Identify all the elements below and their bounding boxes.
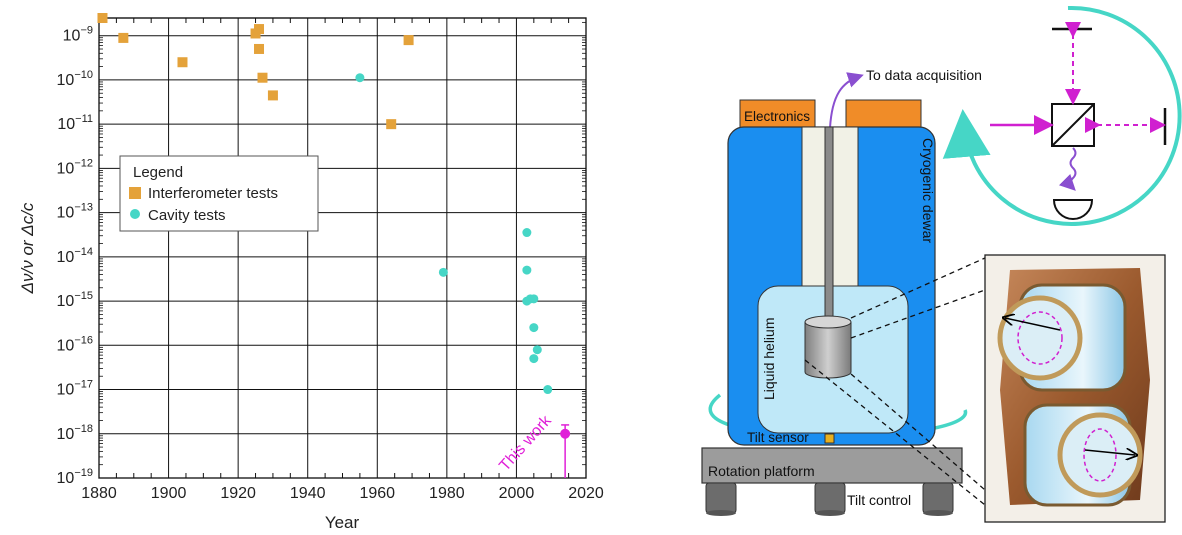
x-tick-label: 1960: [359, 485, 395, 502]
point-interferometer-tests: [118, 32, 129, 43]
point-interferometer-tests: [403, 35, 414, 46]
cavity-cylinder-top: [804, 315, 852, 329]
y-tick-label: 10−15: [57, 290, 93, 310]
point-interferometer-tests: [177, 57, 188, 68]
photodetector: [1052, 199, 1094, 220]
rotation-arrow-upper: [942, 5, 1182, 226]
platform-label: Rotation platform: [708, 463, 815, 479]
point-interferometer-tests: [254, 24, 265, 35]
interferometer-schematic: [990, 22, 1167, 220]
legend-swatch-cavity: [130, 209, 140, 219]
y-tick-label: 10−18: [57, 423, 93, 443]
point-cavity-tests: [532, 345, 542, 355]
support-rod: [824, 126, 834, 323]
legend-title: Legend: [133, 164, 183, 181]
this-work-point: [560, 428, 571, 439]
legend-label-interferometer: Interferometer tests: [148, 185, 278, 202]
legend-swatch-interferometer: [129, 187, 141, 199]
plot-frame: [98, 17, 587, 479]
electronics-box: [739, 99, 816, 131]
data-acquisition-label: To data acquisition: [866, 67, 982, 83]
x-tick-label: 1880: [81, 485, 117, 502]
y-tick-label: 10−10: [57, 69, 93, 89]
x-tick-label: 1900: [151, 485, 187, 502]
electronics-box-right: [845, 99, 922, 131]
tilt-sensor: [824, 433, 835, 444]
y-tick-label: 10−11: [57, 113, 93, 133]
apparatus-diagram: Electronics To data acquisition Cryogeni…: [701, 5, 1182, 523]
y-ticks: 10−9 10−10 10−11 10−12 10−13 10−14 10−15 10−16 1…: [57, 21, 586, 487]
tilt-sensor-label: Tilt sensor: [747, 430, 809, 445]
x-ticks: 1880 1900 1920 1940 1960 1980 2000 2020: [81, 18, 604, 502]
point-cavity-tests: [529, 294, 539, 304]
y-tick-label: 10−14: [57, 246, 93, 266]
this-work-highlight: [560, 424, 571, 478]
point-cavity-tests: [522, 265, 532, 275]
tilt-control-label: Tilt control: [847, 492, 911, 508]
x-tick-label: 1980: [429, 485, 465, 502]
x-tick-label: 2000: [499, 485, 535, 502]
point-cavity-tests: [529, 354, 539, 364]
point-cavity-tests: [355, 73, 365, 83]
y-tick-label: 10−17: [57, 379, 93, 399]
point-cavity-tests: [522, 228, 532, 238]
helium-label: Liquid helium: [761, 318, 777, 401]
point-interferometer-tests: [257, 72, 268, 83]
point-interferometer-tests: [254, 43, 265, 54]
legend: Legend Interferometer tests Cavity tests: [119, 155, 319, 232]
point-interferometer-tests: [97, 13, 108, 23]
cavity-cylinder: [804, 321, 852, 379]
point-interferometer-tests: [267, 90, 278, 101]
x-tick-label: 2020: [568, 485, 604, 502]
rotation-platform: [701, 447, 963, 484]
point-cavity-tests: [438, 267, 448, 277]
y-tick-label: 10−13: [57, 202, 93, 222]
electronics-label: Electronics: [744, 109, 810, 124]
y-tick-label: 10−19: [57, 467, 93, 487]
y-axis-label: Δν/ν or Δc/c: [18, 202, 37, 294]
point-cavity-tests: [529, 323, 539, 333]
data-acquisition-arrow: [829, 72, 864, 129]
series-layer: [97, 13, 553, 395]
platform-feet: [705, 482, 954, 516]
x-axis-label: Year: [325, 513, 360, 532]
y-tick-label: 10−12: [57, 157, 93, 177]
y-tick-label: 10−9: [63, 25, 93, 45]
point-interferometer-tests: [386, 119, 397, 130]
point-cavity-tests: [543, 385, 553, 395]
x-tick-label: 1920: [220, 485, 256, 502]
dewar-label: Cryogenic dewar: [920, 138, 936, 243]
beam-splitter-diagonal: [1051, 103, 1095, 147]
legend-box: [119, 155, 319, 232]
legend-label-cavity: Cavity tests: [148, 207, 226, 224]
y-tick-label: 10−16: [57, 334, 93, 354]
zoom-lines: [804, 257, 986, 506]
output-beam: [1058, 147, 1077, 191]
x-tick-label: 1940: [290, 485, 326, 502]
chart-panel: 1880 1900 1920 1940 1960 1980 2000 2020 10−910−…: [18, 13, 604, 532]
resonator-photo-inset: [984, 254, 1166, 523]
